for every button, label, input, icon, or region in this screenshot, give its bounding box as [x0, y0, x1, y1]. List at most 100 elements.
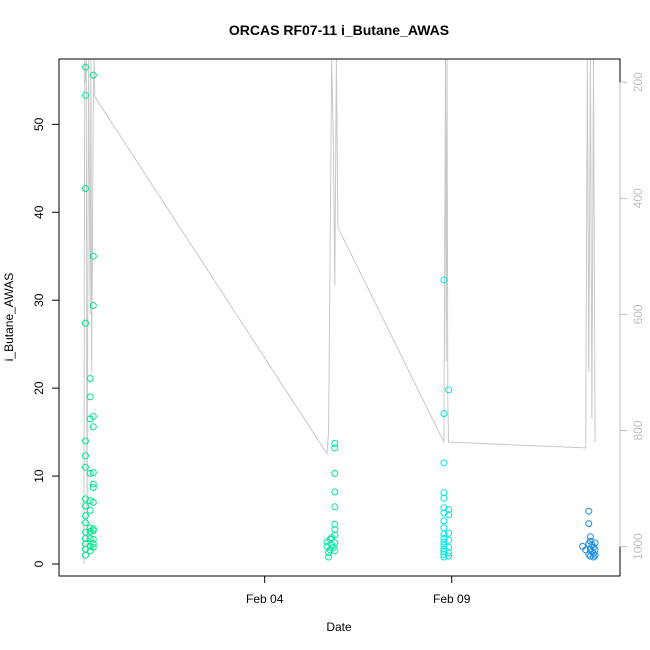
data-point: [440, 489, 448, 497]
data-point: [440, 553, 448, 561]
data-point: [89, 498, 97, 506]
data-point: [82, 437, 89, 445]
data-point: [585, 507, 593, 515]
data-point: [440, 535, 448, 542]
points-layer: [82, 63, 599, 561]
data-point: [89, 412, 97, 420]
y-tick-label: 20: [32, 381, 46, 395]
data-point: [585, 520, 593, 528]
right-axis: 200 400 600 800 1000: [619, 72, 645, 560]
data-point: [440, 548, 448, 556]
data-point: [89, 540, 97, 548]
data-point: [440, 504, 448, 512]
right-tick-label: 400: [631, 188, 645, 208]
data-point: [89, 71, 97, 79]
data-point: [89, 469, 97, 477]
data-point: [89, 527, 97, 535]
data-point: [445, 552, 453, 560]
x-tick-label: Feb 09: [433, 592, 471, 606]
data-point: [82, 535, 89, 542]
data-point: [445, 543, 453, 551]
data-point: [445, 511, 453, 519]
data-point: [89, 302, 97, 309]
right-tick-label: 600: [631, 304, 645, 324]
y-tick-label: 10: [32, 469, 46, 483]
data-point: [445, 386, 453, 394]
trace-line: [83, 59, 596, 565]
data-point: [440, 509, 448, 517]
data-point: [440, 276, 448, 284]
data-point: [331, 520, 339, 528]
trace-layer: [83, 59, 596, 565]
data-point: [86, 506, 94, 514]
data-point: [445, 536, 453, 544]
y-axis-label: i_Butane_AWAS: [2, 273, 16, 362]
data-point: [440, 538, 448, 546]
data-point: [331, 440, 339, 447]
data-point: [89, 252, 97, 260]
data-point: [82, 512, 89, 520]
data-point: [591, 546, 599, 554]
data-point: [590, 549, 597, 557]
plot-frame: [58, 58, 621, 577]
data-point: [331, 531, 339, 539]
data-point: [331, 503, 339, 511]
data-point: [86, 375, 94, 382]
data-point: [591, 539, 599, 547]
data-point: [440, 530, 448, 538]
data-point: [82, 519, 89, 527]
chart-title: ORCAS RF07-11 i_Butane_AWAS: [229, 22, 449, 38]
data-point: [440, 459, 448, 467]
data-point: [329, 543, 337, 551]
data-point: [82, 91, 89, 99]
y-tick-label: 30: [32, 293, 46, 307]
data-point: [586, 537, 594, 545]
data-point: [590, 553, 597, 561]
data-point: [445, 506, 453, 513]
data-point: [331, 469, 339, 477]
data-point: [82, 463, 89, 471]
data-point: [586, 533, 594, 541]
data-point: [86, 393, 94, 401]
data-point: [86, 469, 94, 477]
data-point: [325, 553, 333, 561]
y-tick-label: 0: [32, 560, 46, 567]
data-point: [82, 63, 89, 71]
y-axis: 0 10 20 30 40 50: [32, 117, 60, 567]
data-point: [445, 549, 453, 557]
right-tick-label: 1000: [631, 533, 645, 560]
data-point: [445, 529, 453, 537]
y-tick-label: 40: [32, 205, 46, 219]
data-point: [440, 550, 448, 558]
data-point: [440, 410, 448, 418]
y-tick-label: 50: [32, 117, 46, 131]
data-point: [82, 502, 89, 510]
data-point: [82, 185, 89, 192]
data-point: [82, 319, 89, 327]
data-point: [591, 551, 599, 559]
x-tick-label: Feb 04: [246, 592, 284, 606]
right-tick-label: 200: [631, 72, 645, 92]
data-point: [331, 547, 339, 555]
data-point: [89, 480, 97, 488]
data-point: [440, 545, 448, 553]
data-point: [440, 494, 448, 502]
data-point: [82, 495, 89, 503]
data-point: [440, 524, 448, 532]
data-point: [440, 517, 448, 525]
data-point: [331, 488, 339, 496]
data-point: [82, 452, 89, 460]
data-point: [331, 539, 339, 547]
data-point: [89, 543, 97, 551]
data-point: [89, 423, 97, 431]
data-point: [86, 535, 94, 542]
data-point: [82, 551, 89, 559]
data-point: [331, 444, 339, 452]
x-axis-label: Date: [326, 620, 352, 634]
data-point: [89, 535, 97, 543]
data-point: [89, 484, 97, 491]
right-tick-label: 800: [631, 420, 645, 440]
data-point: [331, 526, 339, 534]
x-axis: Feb 04 Feb 09: [246, 576, 471, 606]
